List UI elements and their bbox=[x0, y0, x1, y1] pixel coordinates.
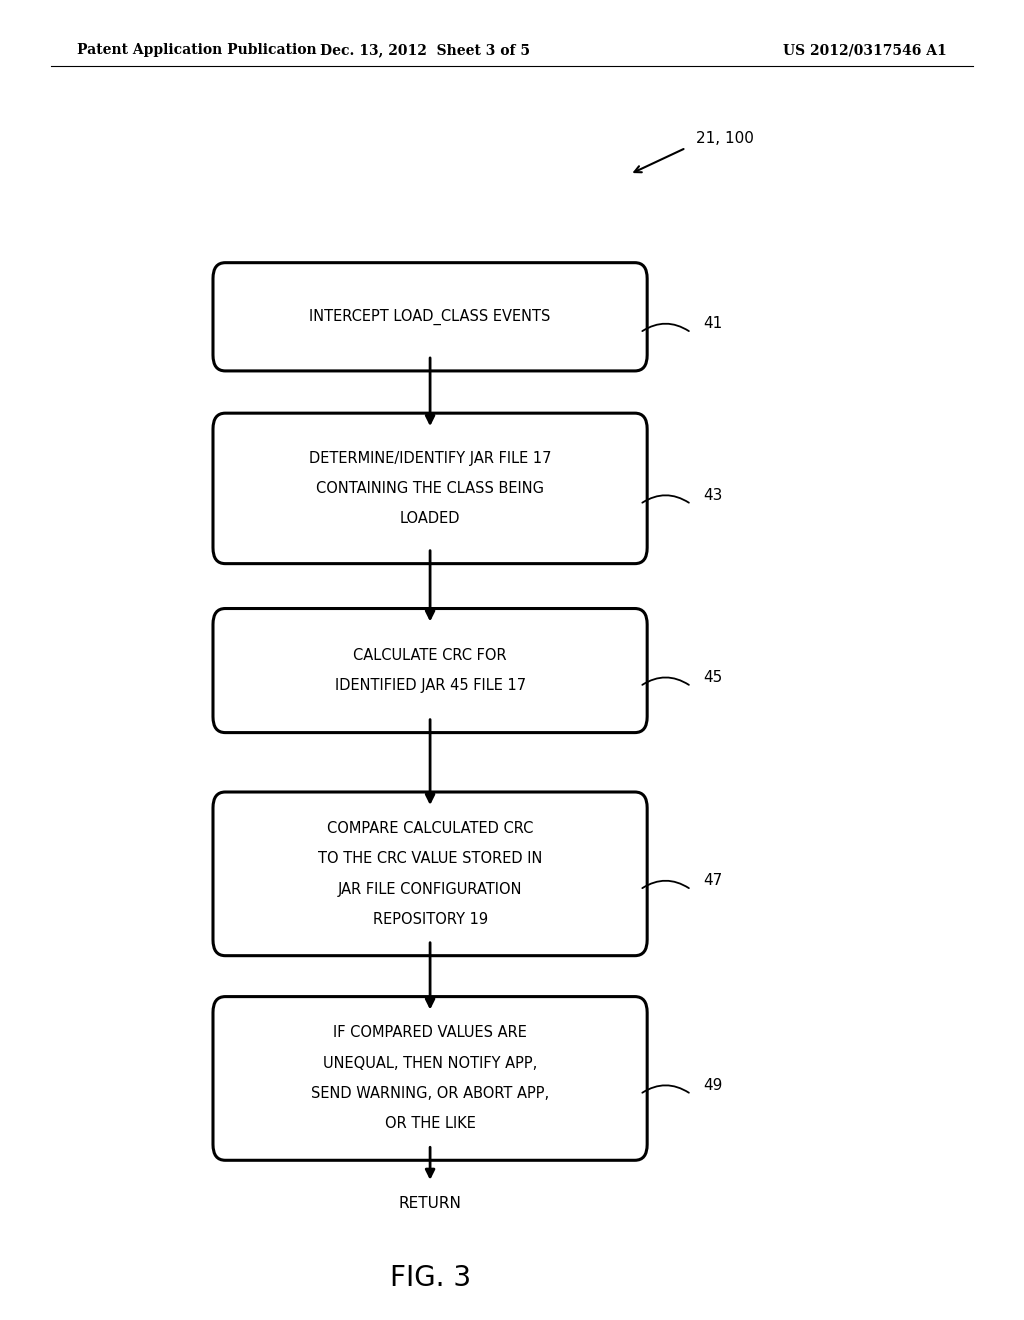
Text: 41: 41 bbox=[703, 315, 723, 331]
Text: COMPARE CALCULATED CRC: COMPARE CALCULATED CRC bbox=[327, 821, 534, 836]
Text: FIG. 3: FIG. 3 bbox=[389, 1263, 471, 1292]
Text: RETURN: RETURN bbox=[398, 1196, 462, 1212]
Text: 47: 47 bbox=[703, 873, 723, 888]
Text: IDENTIFIED JAR 45 FILE 17: IDENTIFIED JAR 45 FILE 17 bbox=[335, 678, 525, 693]
Text: INTERCEPT LOAD_CLASS EVENTS: INTERCEPT LOAD_CLASS EVENTS bbox=[309, 309, 551, 325]
Text: CONTAINING THE CLASS BEING: CONTAINING THE CLASS BEING bbox=[316, 480, 544, 496]
Text: SEND WARNING, OR ABORT APP,: SEND WARNING, OR ABORT APP, bbox=[311, 1086, 549, 1101]
Text: DETERMINE/IDENTIFY JAR FILE 17: DETERMINE/IDENTIFY JAR FILE 17 bbox=[309, 450, 551, 466]
Text: Dec. 13, 2012  Sheet 3 of 5: Dec. 13, 2012 Sheet 3 of 5 bbox=[319, 44, 530, 57]
Text: REPOSITORY 19: REPOSITORY 19 bbox=[373, 912, 487, 927]
FancyBboxPatch shape bbox=[213, 413, 647, 564]
Text: 49: 49 bbox=[703, 1077, 723, 1093]
Text: OR THE LIKE: OR THE LIKE bbox=[385, 1117, 475, 1131]
FancyBboxPatch shape bbox=[213, 997, 647, 1160]
FancyBboxPatch shape bbox=[213, 792, 647, 956]
Text: Patent Application Publication: Patent Application Publication bbox=[77, 44, 316, 57]
Text: UNEQUAL, THEN NOTIFY APP,: UNEQUAL, THEN NOTIFY APP, bbox=[323, 1056, 538, 1071]
Text: 45: 45 bbox=[703, 669, 723, 685]
Text: 21, 100: 21, 100 bbox=[696, 131, 755, 147]
Text: LOADED: LOADED bbox=[399, 511, 461, 527]
FancyBboxPatch shape bbox=[213, 263, 647, 371]
FancyBboxPatch shape bbox=[213, 609, 647, 733]
Text: IF COMPARED VALUES ARE: IF COMPARED VALUES ARE bbox=[333, 1026, 527, 1040]
Text: JAR FILE CONFIGURATION: JAR FILE CONFIGURATION bbox=[338, 882, 522, 896]
Text: CALCULATE CRC FOR: CALCULATE CRC FOR bbox=[353, 648, 507, 663]
Text: 43: 43 bbox=[703, 487, 723, 503]
Text: TO THE CRC VALUE STORED IN: TO THE CRC VALUE STORED IN bbox=[317, 851, 543, 866]
Text: US 2012/0317546 A1: US 2012/0317546 A1 bbox=[783, 44, 947, 57]
